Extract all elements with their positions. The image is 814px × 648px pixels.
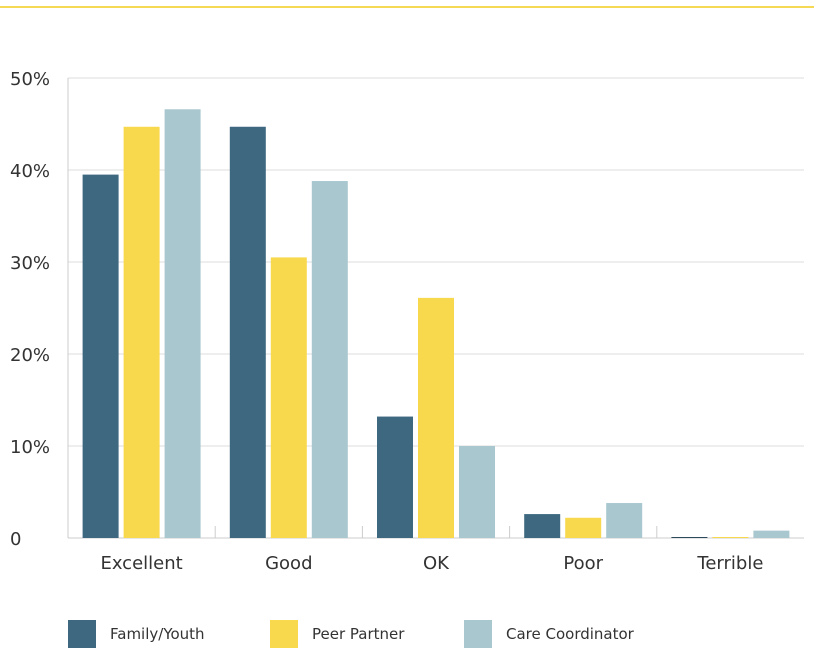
y-tick-label-1: 10% [10,437,50,458]
bar-terrible-care-coordinator [753,530,790,538]
x-tick-label-poor: Poor [563,553,603,574]
legend-swatch-peer-partner [270,620,298,648]
bar-poor-care-coordinator [606,503,643,538]
legend-item-care-coordinator: Care Coordinator [464,620,634,648]
bar-chart: 0 10% 20% 30% 40% 50% Excellent Good OK Poor Terri… [10,69,804,574]
bar-terrible-family-youth [671,537,708,538]
bar-good-family-youth [229,126,266,538]
bar-excellent-family-youth [82,174,119,538]
top-rule [0,6,814,8]
legend-item-peer-partner: Peer Partner [270,620,404,648]
y-tick-label-4: 40% [10,161,50,182]
legend-item-family-youth: Family/Youth [68,620,205,648]
bar-ok-peer-partner [418,297,454,538]
bar-poor-peer-partner [565,517,602,538]
bar-poor-family-youth [524,514,561,538]
x-tick-label-excellent: Excellent [100,553,182,574]
y-tick-label-0: 0 [10,529,21,550]
bar-terrible-peer-partner [712,537,749,538]
x-tick-label-ok: OK [423,553,450,574]
x-tick-label-terrible: Terrible [696,553,763,574]
legend-label-care-coordinator: Care Coordinator [506,625,634,643]
legend-label-peer-partner: Peer Partner [312,625,405,643]
bar-good-care-coordinator [311,181,348,539]
bar-excellent-care-coordinator [164,109,201,538]
legend-swatch-care-coordinator [464,620,492,648]
bar-ok-care-coordinator [459,446,495,538]
x-tick-label-good: Good [265,553,312,574]
legend-label-family-youth: Family/Youth [110,625,205,643]
y-tick-label-2: 20% [10,345,50,366]
y-tick-label-3: 30% [10,253,50,274]
legend-swatch-family-youth [68,620,96,648]
bar-ok-family-youth [377,416,413,538]
bar-good-peer-partner [270,257,307,538]
legend: Family/Youth Peer Partner Care Coordinat… [0,620,814,648]
bar-excellent-peer-partner [123,126,160,538]
y-tick-label-5: 50% [10,69,50,90]
